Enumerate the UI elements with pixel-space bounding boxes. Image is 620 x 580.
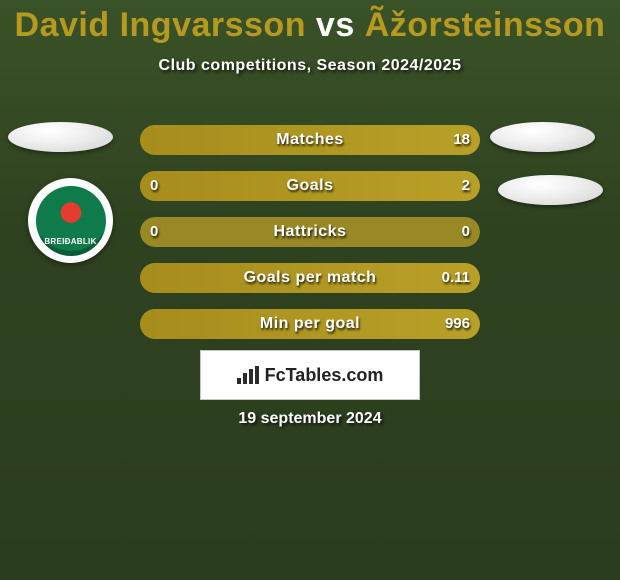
stat-row: Goals per match0.11: [140, 263, 480, 293]
stat-row: Matches18: [140, 125, 480, 155]
stat-label: Hattricks: [140, 217, 480, 247]
stats-list: Matches18Goals02Hattricks00Goals per mat…: [140, 125, 480, 355]
stat-value-left: 0: [150, 217, 158, 247]
stat-value-left: 0: [150, 171, 158, 201]
vs-label: vs: [316, 6, 365, 44]
club-logo-inner: BREIÐABLIK: [36, 186, 106, 256]
stat-value-right: 18: [453, 125, 470, 155]
site-badge[interactable]: FcTables.com: [200, 350, 420, 400]
stat-value-right: 0: [462, 217, 470, 247]
player1-badge: [8, 122, 113, 152]
subtitle: Club competitions, Season 2024/2025: [0, 57, 620, 75]
chart-icon: [237, 366, 259, 384]
stat-row: Goals0 2: [140, 171, 480, 201]
stat-label: Min per goal: [140, 309, 480, 339]
stat-row: Hattricks0 0: [140, 217, 480, 247]
stat-label: Goals per match: [140, 263, 480, 293]
club-logo: BREIÐABLIK: [28, 178, 113, 263]
page-title: David Ingvarsson vs Ãžorsteinsson: [0, 0, 620, 45]
player2-badge-b: [498, 175, 603, 205]
stat-value-right: 996: [445, 309, 470, 339]
stat-label: Matches: [140, 125, 480, 155]
content-root: David Ingvarsson vs Ãžorsteinsson Club c…: [0, 0, 620, 580]
club-logo-text: BREIÐABLIK: [44, 237, 96, 246]
stat-value-right: 0.11: [442, 263, 470, 293]
player2-name: Ãžorsteinsson: [365, 6, 606, 44]
site-label: FcTables.com: [265, 365, 384, 386]
player1-name: David Ingvarsson: [15, 6, 306, 44]
stat-value-right: 2: [462, 171, 470, 201]
date: 19 september 2024: [0, 410, 620, 428]
stat-label: Goals: [140, 171, 480, 201]
player2-badge-a: [490, 122, 595, 152]
stat-row: Min per goal996: [140, 309, 480, 339]
